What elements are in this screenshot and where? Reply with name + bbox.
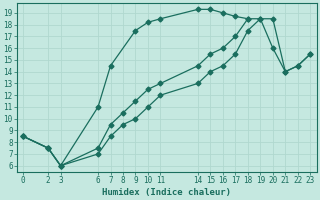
- X-axis label: Humidex (Indice chaleur): Humidex (Indice chaleur): [102, 188, 231, 197]
